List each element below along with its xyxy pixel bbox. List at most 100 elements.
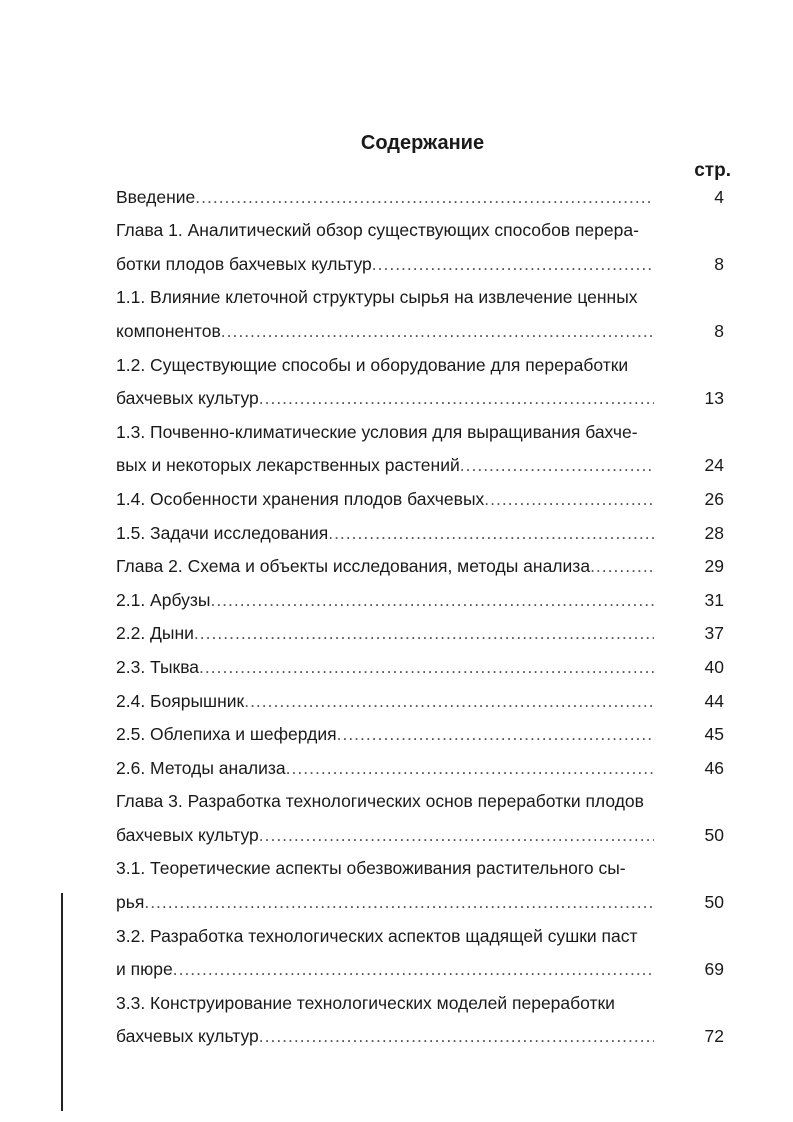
dot-leader [460,450,654,480]
toc-line: вых и некоторых лекарственных растений 24 [116,447,724,481]
toc-page-number: 8 [714,253,724,274]
dot-leader [144,887,654,917]
toc-entry: 1.4. Особенности хранения плодов бахчевы… [116,480,724,514]
toc-page-number: 28 [704,522,724,543]
toc-entry-text: 2.3. Тыква [116,656,200,677]
toc-page-number: 13 [704,388,724,409]
toc-line: бахчевых культур 13 [116,380,724,414]
toc-entry-text: бахчевых культур [116,1026,259,1047]
toc-page-number: 8 [714,320,724,341]
toc-line: Введение 4 [116,178,724,212]
toc-entry: 3.3. Конструирование технологических мод… [116,984,724,1051]
toc-line: ботки плодов бахчевых культур 8 [116,245,724,279]
toc-page-number: 24 [704,455,724,476]
toc-entry-text: 1.1. Влияние клеточной структуры сырья н… [116,287,638,308]
toc-line: компонентов 8 [116,312,724,346]
toc-entry-text: вых и некоторых лекарственных растений [116,455,460,476]
toc-line: 1.2. Существующие способы и оборудование… [116,346,724,380]
toc-entry-text: компонентов [116,320,221,341]
page-title: Содержание [360,132,485,154]
dot-leader [210,585,654,615]
toc-entry: 1.5. Задачи исследования 28 [116,514,724,548]
toc-entry: Глава 2. Схема и объекты исследования, м… [116,548,724,582]
toc-line: 2.4. Боярышник 44 [116,682,724,716]
toc-entry: 3.2. Разработка технологических аспектов… [116,917,724,984]
toc-entry-text: 2.1. Арбузы [116,589,211,610]
toc-entry: 2.1. Арбузы 31 [116,581,724,615]
toc-line: 2.5. Облепиха и шефердия 45 [116,716,724,750]
toc-page-number: 72 [704,1026,724,1047]
dot-leader [221,316,654,346]
toc-entry: Введение 4 [116,178,724,212]
toc-entry: 2.5. Облепиха и шефердия 45 [116,716,724,750]
toc-page-number: 31 [704,589,724,610]
toc-page-number: 46 [704,757,724,778]
toc-entry-text: Введение [116,186,196,207]
toc-entry: Глава 3. Разработка технологических осно… [116,783,724,850]
toc-page-number: 50 [704,824,724,845]
toc-line: 1.4. Особенности хранения плодов бахчевы… [116,480,724,514]
toc-entry-text: 1.3. Почвенно-климатические условия для … [116,421,638,442]
toc-entry-text: 1.5. Задачи исследования [116,522,329,543]
toc-entry-text: и пюре [116,959,173,980]
dot-leader [484,484,654,514]
dot-leader [259,1021,654,1051]
toc-entry: 2.4. Боярышник 44 [116,682,724,716]
dot-leader [195,182,654,212]
toc-line: 2.3. Тыква 40 [116,648,724,682]
toc-line: 3.2. Разработка технологических аспектов… [116,917,724,951]
toc-entry-text: 2.2. Дыни [116,623,194,644]
toc-page-number: 40 [704,656,724,677]
toc-page-number: 69 [704,959,724,980]
toc-entry-text: ботки плодов бахчевых культур [116,253,372,274]
toc-line: 1.5. Задачи исследования 28 [116,514,724,548]
toc-entry-text: 1.4. Особенности хранения плодов бахчевы… [116,488,485,509]
dot-leader [590,551,654,581]
toc-line: бахчевых культур 50 [116,816,724,850]
dot-leader [286,753,654,783]
toc-entry-text: 3.3. Конструирование технологических мод… [116,992,615,1013]
toc-line: 3.1. Теоретические аспекты обезвоживания… [116,850,724,884]
toc-entry: 2.3. Тыква 40 [116,648,724,682]
toc-line: 1.1. Влияние клеточной структуры сырья н… [116,279,724,313]
toc-entry-text: 3.1. Теоретические аспекты обезвоживания… [116,858,626,879]
dot-leader [244,686,654,716]
toc-entry: 2.2. Дыни 37 [116,615,724,649]
toc-entry-text: бахчевых культур [116,824,259,845]
toc-line: Глава 1. Аналитический обзор существующи… [116,212,724,246]
scan-margin-line [61,893,63,1111]
toc-entry: 1.1. Влияние клеточной структуры сырья н… [116,279,724,346]
toc-entry-text: 2.6. Методы анализа [116,757,286,778]
toc-page-number: 37 [704,623,724,644]
toc-entry: 1.3. Почвенно-климатические условия для … [116,413,724,480]
toc-entry: Глава 1. Аналитический обзор существующи… [116,212,724,279]
toc-line: 2.1. Арбузы 31 [116,581,724,615]
toc-entry-text: 2.4. Боярышник [116,690,245,711]
toc-page-number: 4 [714,186,724,207]
toc-page-number: 50 [704,892,724,913]
page-column-header: стр. [694,160,731,181]
toc-entry-text: бахчевых культур [116,388,259,409]
dot-leader [259,383,654,413]
toc-line: 1.3. Почвенно-климатические условия для … [116,413,724,447]
toc-page-number: 45 [704,724,724,745]
toc-entry-text: 3.2. Разработка технологических аспектов… [116,925,638,946]
toc-line: бахчевых культур 72 [116,1018,724,1052]
toc-entry-text: 2.5. Облепиха и шефердия [116,724,337,745]
toc-line: 2.2. Дыни 37 [116,615,724,649]
toc-page-number: 44 [704,690,724,711]
toc-line: Глава 3. Разработка технологических осно… [116,783,724,817]
toc-line: и пюре 69 [116,951,724,985]
table-of-contents: Введение 4 Глава 1. Аналитический обзор су… [116,178,724,1051]
toc-entry: 3.1. Теоретические аспекты обезвоживания… [116,850,724,917]
dot-leader [259,820,654,850]
toc-page-number: 26 [704,488,724,509]
toc-page-number: 29 [704,556,724,577]
dot-leader [173,954,654,984]
toc-entry-text: Глава 1. Аналитический обзор существующи… [116,220,639,241]
dot-leader [337,719,654,749]
toc-line: рья 50 [116,883,724,917]
toc-line: 2.6. Методы анализа 46 [116,749,724,783]
toc-entry-text: Глава 3. Разработка технологических осно… [116,791,644,812]
toc-entry-text: рья [116,892,145,913]
